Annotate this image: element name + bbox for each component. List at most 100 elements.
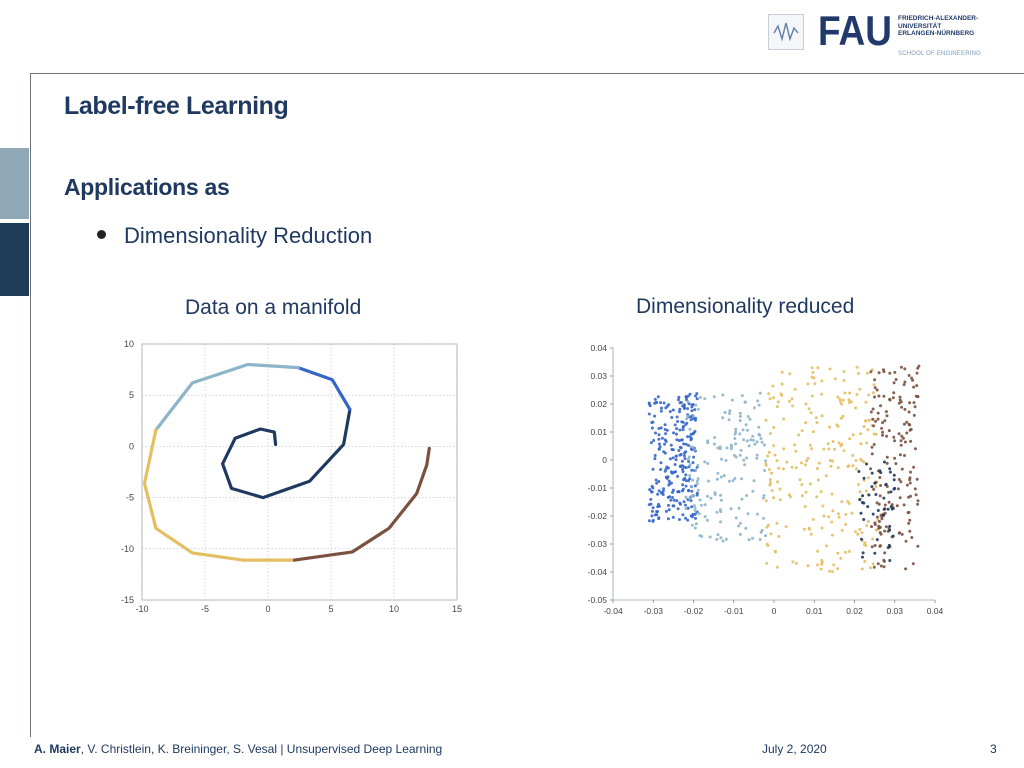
scatter-point	[657, 480, 661, 483]
scatter-point	[899, 365, 903, 369]
scatter-point	[902, 422, 906, 426]
scatter-point	[715, 537, 719, 541]
scatter-point	[715, 477, 719, 481]
scatter-point	[841, 398, 845, 402]
scatter-point	[840, 402, 844, 406]
scatter-point	[678, 465, 682, 468]
scatter-point	[840, 528, 844, 532]
scatter-point	[682, 500, 686, 504]
scatter-point	[753, 442, 757, 446]
scatter-point	[859, 457, 863, 461]
scatter-point	[752, 438, 755, 442]
scatter-point	[876, 562, 880, 566]
scatter-point	[867, 393, 871, 397]
scatter-point	[808, 482, 812, 486]
scatter-point	[778, 498, 782, 502]
scatter-point	[815, 467, 819, 470]
scatter-point	[766, 523, 770, 527]
scatter-point	[869, 410, 873, 414]
scatter-point	[841, 414, 845, 418]
scatter-point	[867, 418, 871, 422]
scatter-point	[689, 432, 693, 436]
scatter-point	[876, 417, 880, 421]
scatter-point	[678, 428, 682, 432]
scatter-point	[734, 516, 738, 520]
scatter-point	[820, 558, 824, 562]
scatter-point	[686, 414, 690, 418]
scatter-point	[887, 500, 891, 504]
scatter-point	[908, 423, 912, 427]
point-cloud-light_blue	[684, 391, 768, 543]
scatter-point	[647, 412, 651, 416]
scatter-point	[866, 428, 870, 432]
scatter-point	[877, 520, 881, 523]
scatter-point	[800, 461, 803, 465]
scatter-point	[900, 434, 904, 438]
scatter-point	[651, 486, 655, 490]
scatter-point	[759, 530, 763, 534]
scatter-point	[902, 503, 906, 507]
scatter-point	[871, 391, 875, 395]
scatter-point	[682, 478, 686, 482]
scatter-point	[694, 516, 697, 520]
spiral-segment-5	[292, 446, 431, 562]
scatter-point	[703, 397, 707, 401]
y-tick-label: 0.02	[590, 399, 607, 409]
scatter-point	[676, 420, 680, 423]
scatter-point	[903, 440, 907, 444]
scatter-point	[673, 423, 677, 427]
scatter-point	[849, 400, 853, 404]
scatter-point	[655, 481, 659, 485]
scatter-point	[861, 494, 865, 498]
side-tab-light	[0, 148, 29, 219]
x-tick-label: -0.04	[603, 606, 623, 616]
scatter-point	[800, 494, 804, 498]
scatter-point	[671, 408, 675, 412]
scatter-point	[827, 447, 831, 451]
scatter-point	[730, 398, 734, 402]
scatter-point	[663, 423, 667, 427]
scatter-point	[764, 418, 768, 422]
scatter-point	[832, 563, 836, 567]
scatter-point	[668, 457, 672, 461]
scatter-point	[848, 391, 852, 395]
scatter-point	[679, 452, 683, 456]
scatter-point	[671, 496, 674, 499]
scatter-point	[653, 397, 657, 401]
y-tick-label: -0.03	[588, 539, 608, 549]
scatter-point	[675, 432, 678, 436]
scatter-point	[859, 511, 863, 515]
scatter-point	[821, 504, 825, 508]
x-tick-label: 0	[265, 604, 270, 614]
scatter-point	[742, 458, 746, 462]
scatter-point	[905, 420, 909, 424]
scatter-point	[835, 423, 839, 427]
scatter-point	[739, 521, 742, 525]
scatter-point	[908, 428, 912, 432]
scatter-point	[898, 453, 902, 457]
scatter-point	[898, 398, 902, 402]
scatter-point	[847, 502, 851, 505]
scatter-point	[883, 503, 887, 507]
scatter-point	[695, 397, 699, 401]
scatter-point	[828, 569, 832, 573]
scatter-point	[844, 522, 848, 526]
scatter-point	[819, 490, 823, 494]
scatter-point	[836, 551, 840, 555]
scatter-point	[815, 421, 819, 425]
scatter-point	[705, 518, 709, 522]
scatter-point	[883, 529, 887, 533]
scatter-point	[828, 425, 832, 429]
scatter-point	[856, 372, 860, 375]
scatter-point	[885, 414, 889, 418]
scatter-point	[680, 459, 684, 463]
scatter-point	[879, 471, 883, 475]
scatter-point	[671, 488, 675, 492]
scatter-point	[902, 383, 906, 387]
scatter-point	[908, 481, 912, 485]
scatter-point	[883, 460, 886, 464]
x-tick-label: -0.02	[684, 606, 704, 616]
scatter-point	[891, 396, 895, 400]
scatter-point	[905, 431, 909, 435]
scatter-point	[682, 403, 686, 407]
